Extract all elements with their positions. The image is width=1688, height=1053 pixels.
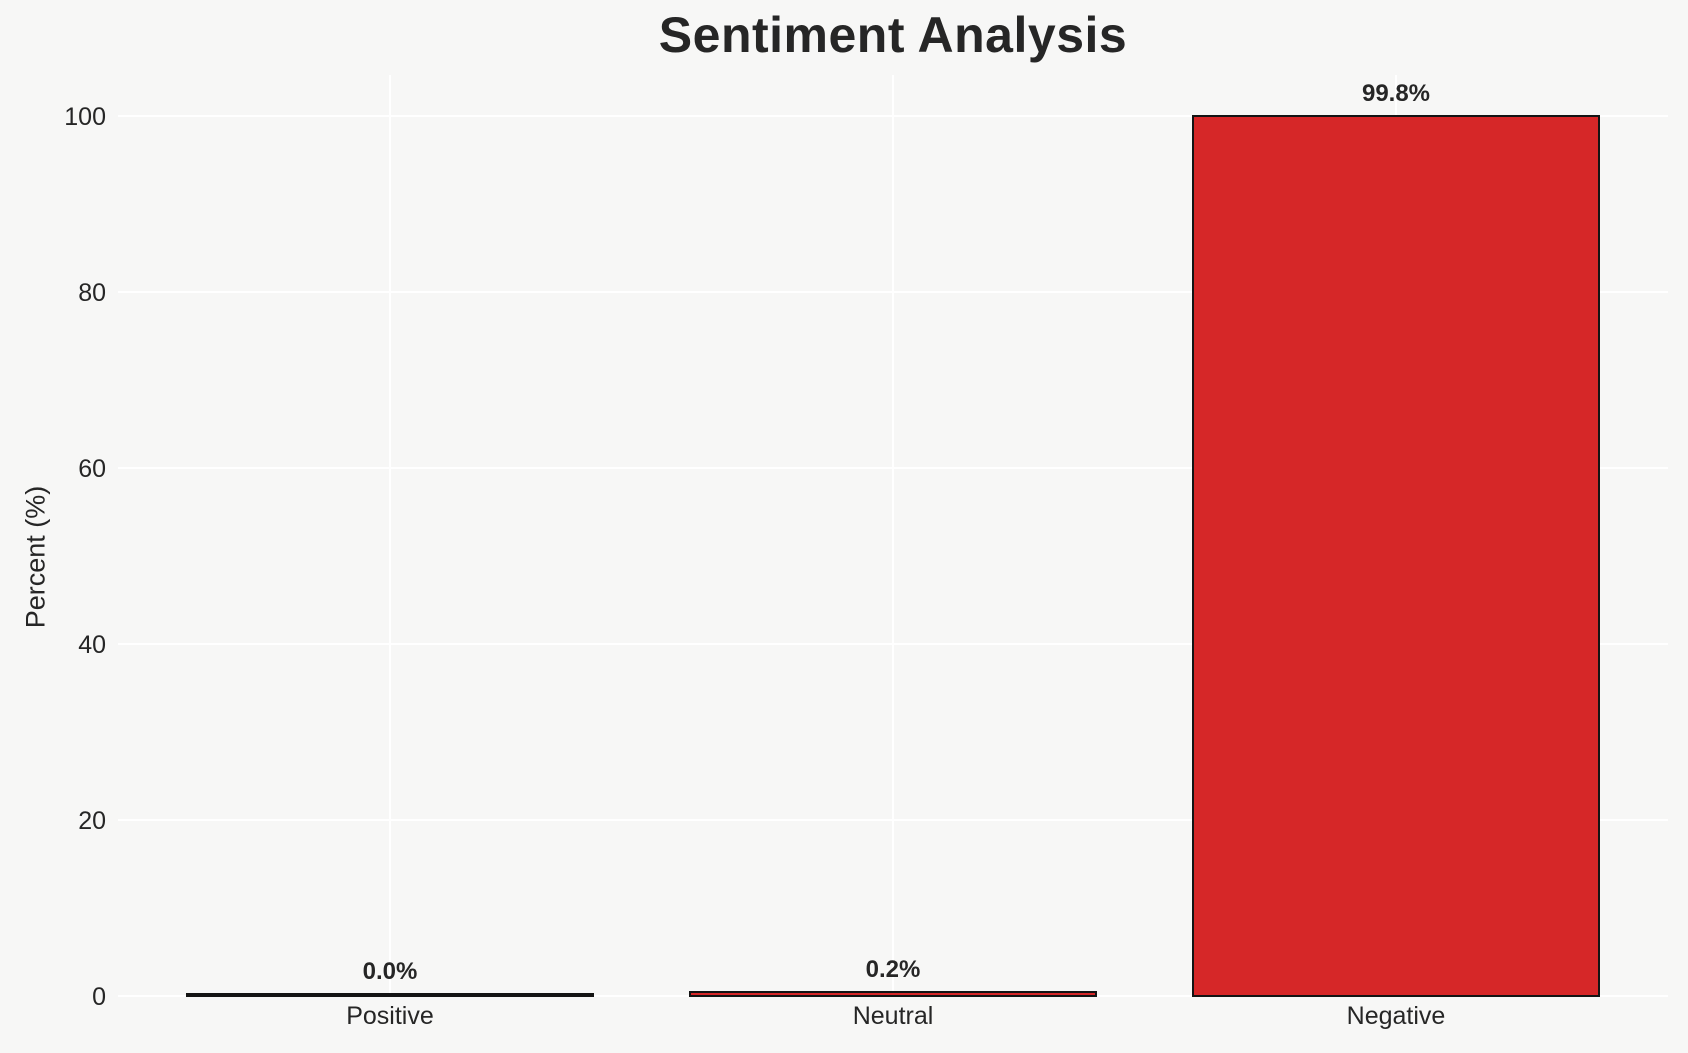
bar-value-label: 99.8%	[1361, 80, 1431, 107]
bar-neutral	[689, 991, 1097, 997]
plot-area: 0.0% 0.2% 99.8%	[118, 75, 1668, 997]
gridline-vertical	[389, 75, 391, 997]
y-tick-label: 60	[78, 455, 106, 483]
y-tick-label: 80	[78, 279, 106, 307]
y-tick-label: 0	[92, 983, 106, 1011]
x-tick-label-neutral: Neutral	[852, 1002, 934, 1030]
chart-title: Sentiment Analysis	[658, 7, 1128, 63]
bar-positive	[186, 993, 594, 997]
x-tick-label-negative: Negative	[1346, 1002, 1446, 1030]
y-tick-label: 20	[78, 807, 106, 835]
y-axis-label: Percent (%)	[20, 485, 51, 629]
bar-value-label: 0.0%	[362, 958, 418, 985]
bar-value-label: 0.2%	[865, 956, 921, 983]
y-tick-label: 40	[78, 631, 106, 659]
bar-negative	[1192, 115, 1600, 997]
x-tick-label-positive: Positive	[346, 1002, 434, 1030]
y-tick-label: 100	[64, 103, 106, 131]
gridline-vertical	[892, 75, 894, 997]
